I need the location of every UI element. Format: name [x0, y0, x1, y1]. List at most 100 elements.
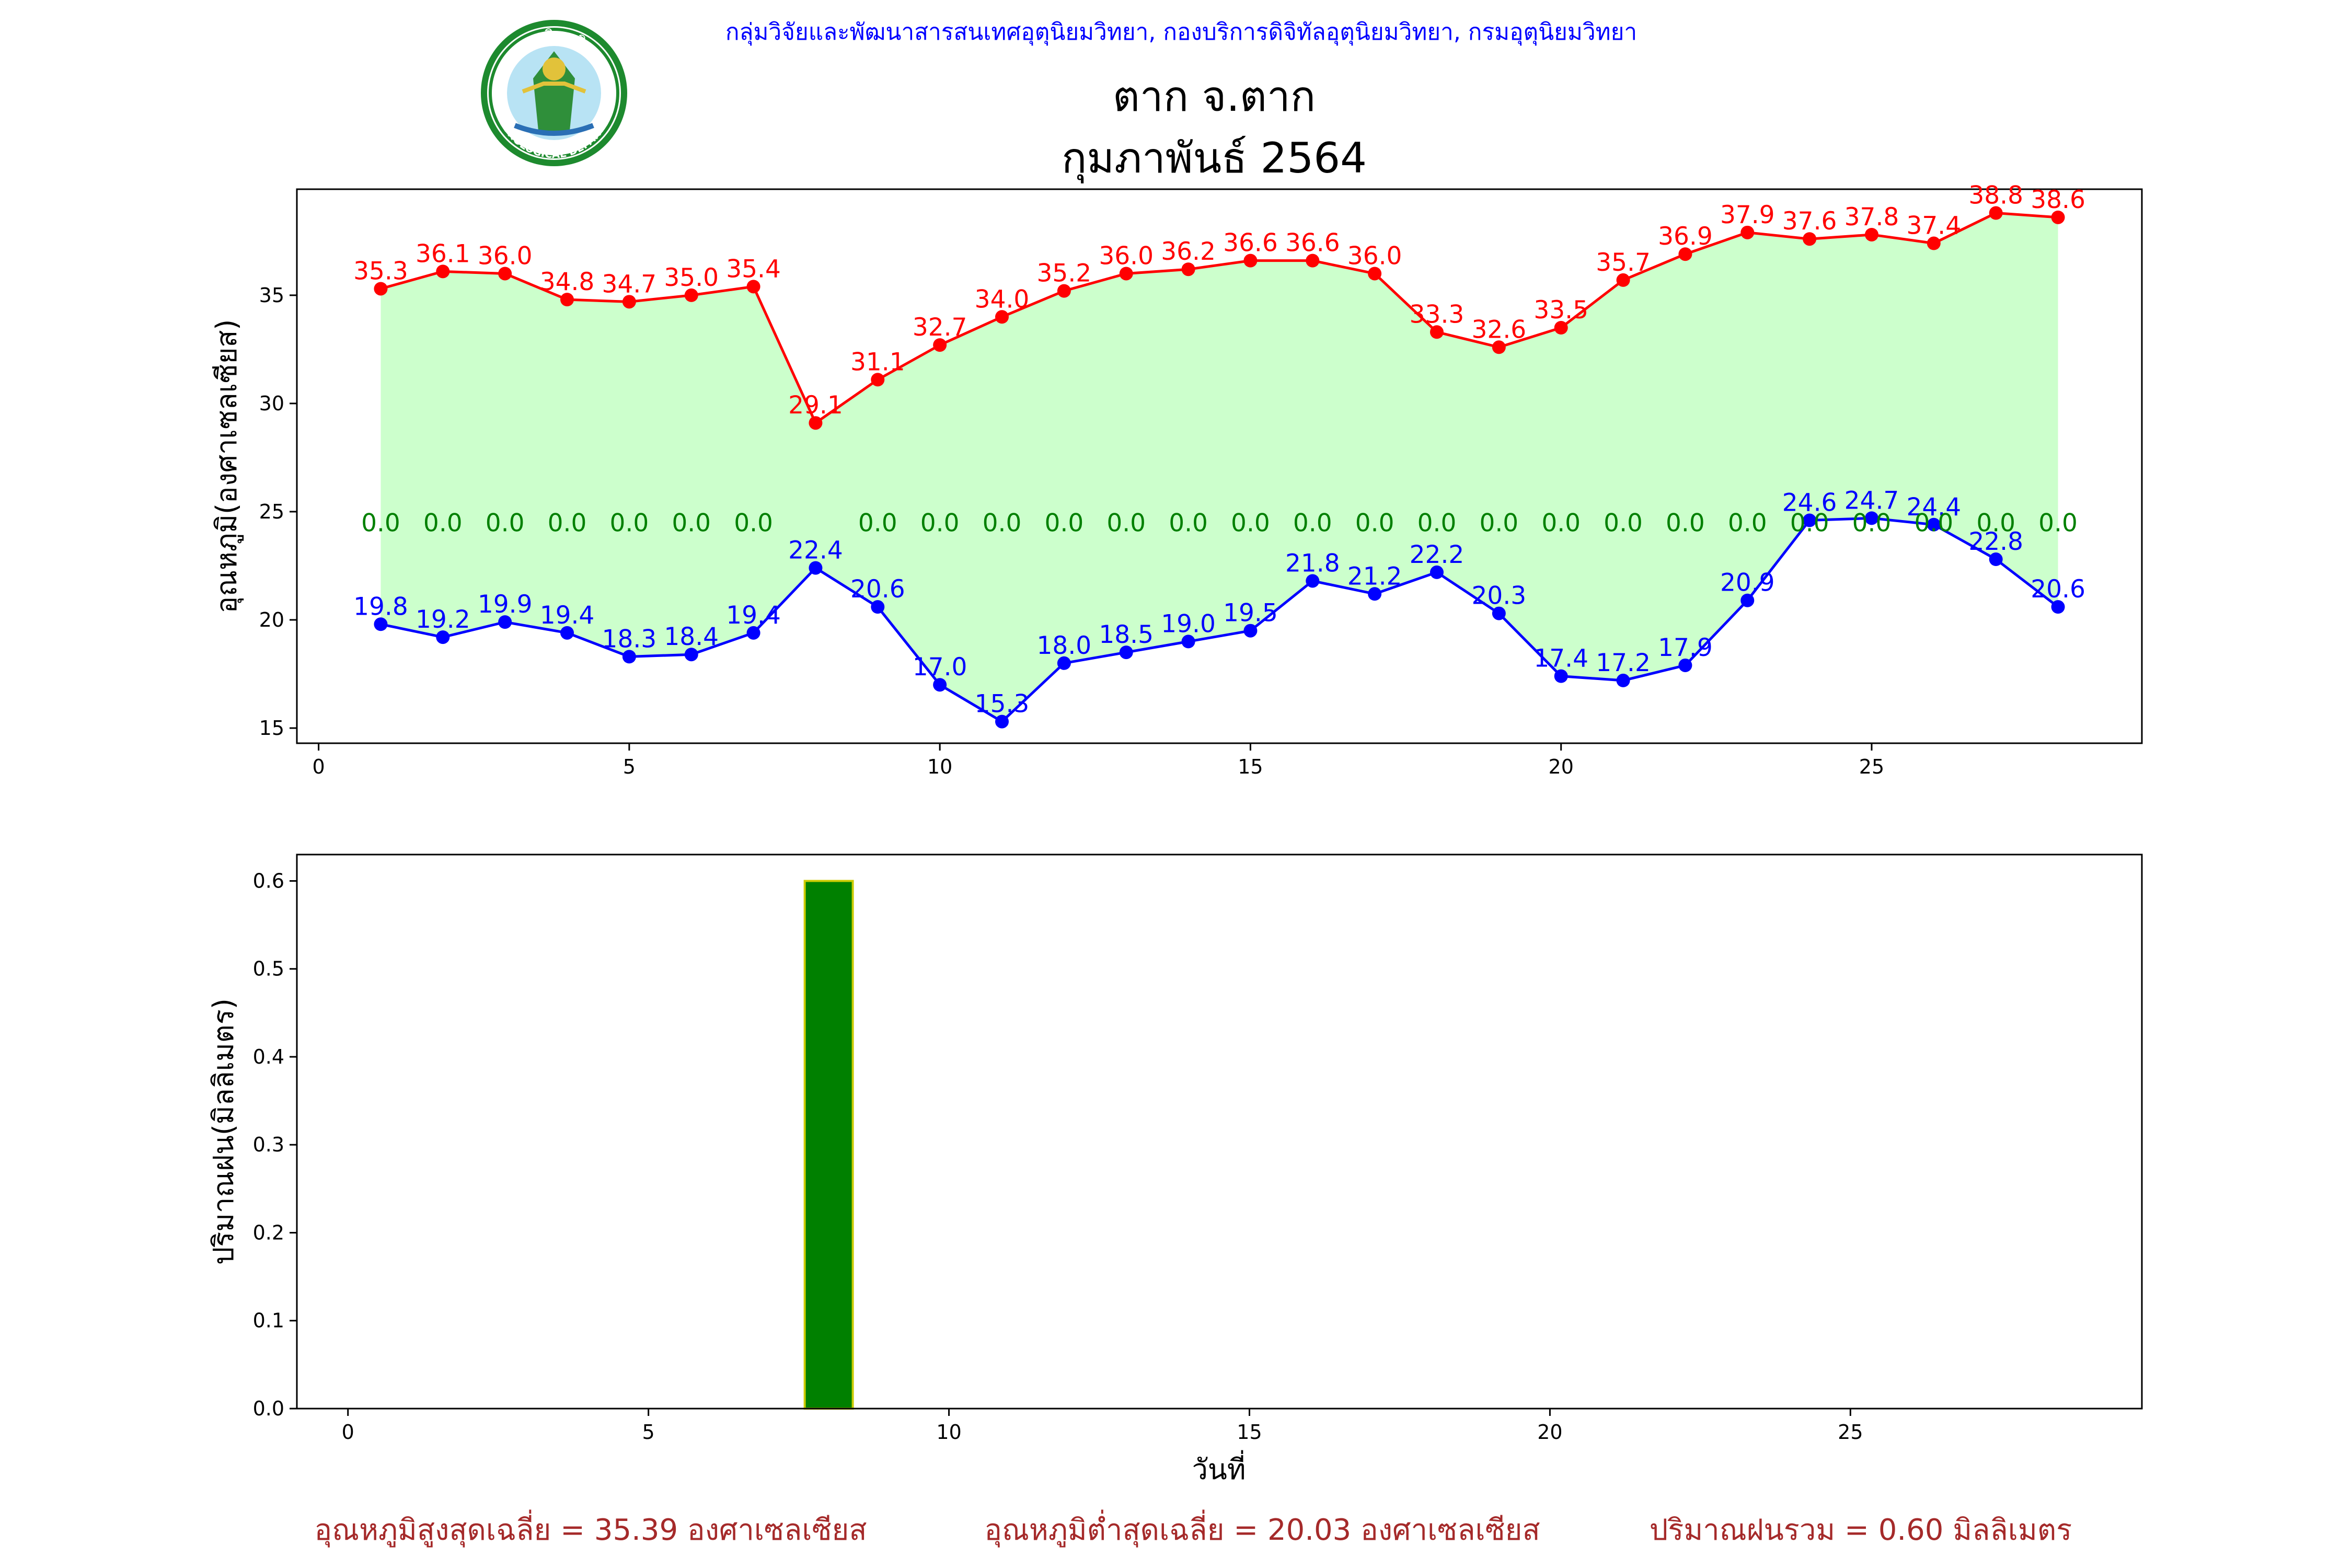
temperature-min-point [622, 650, 636, 664]
temperature-max-point [1181, 262, 1195, 276]
chart-subtitle: กุมภาพันธ์ 2564 [1062, 134, 1367, 183]
temperature-max-label: 35.7 [1596, 248, 1651, 277]
temperature-min-point [1740, 593, 1755, 607]
temperature-min-label: 19.0 [1161, 609, 1216, 638]
temperature-min-label: 21.2 [1347, 562, 1402, 591]
temperature-max-label: 37.6 [1782, 207, 1837, 236]
temperature-min-point [498, 615, 512, 629]
footer-rain-total: ปริมาณฝนรวม = 0.60 มิลลิเมตร [1650, 1513, 2072, 1547]
temperature-max-point [871, 373, 885, 387]
temperature-max-point [498, 267, 512, 281]
temperature-max-label: 34.0 [975, 285, 1030, 314]
daily-rain-label: 0.0 [1541, 509, 1581, 538]
temperature-min-label: 17.0 [913, 653, 967, 682]
temperature-min-label: 24.7 [1844, 486, 1899, 515]
temperature-max-point [1492, 340, 1506, 354]
temperature-max-label: 32.6 [1472, 315, 1527, 344]
temperature-max-label: 34.7 [602, 270, 657, 298]
temperature-max-point [1616, 273, 1630, 287]
temperature-min-label: 17.4 [1534, 644, 1588, 673]
temperature-min-point [1306, 574, 1320, 588]
temperature-min-label: 24.6 [1782, 489, 1837, 517]
temperature-min-label: 19.4 [726, 601, 781, 630]
daily-rain-label: 0.0 [672, 509, 711, 538]
rainfall-y-tick-label: 0.5 [253, 958, 284, 981]
temperature-y-axis: 15 20 25 30 35 [259, 284, 297, 740]
temperature-min-point [1243, 624, 1258, 638]
daily-rain-label: 0.0 [1604, 509, 1643, 538]
rainfall-x-tick-label: 25 [1838, 1421, 1863, 1444]
rainfall-y-tick-label: 0.1 [253, 1309, 284, 1332]
rainfall-x-tick-label: 10 [936, 1421, 961, 1444]
rainfall-x-tick-label: 15 [1237, 1421, 1262, 1444]
temperature-min-point [933, 678, 947, 692]
temperature-y-tick-label: 15 [259, 717, 284, 740]
rainfall-y-label: ปริมาณฝน(มิลลิเมตร) [207, 998, 240, 1265]
daily-rain-label: 0.0 [1728, 509, 1767, 538]
daily-rain-label: 0.0 [1169, 509, 1208, 538]
rainfall-y-tick-label: 0.3 [253, 1133, 284, 1156]
temperature-max-label: 36.1 [416, 239, 470, 268]
rainfall-x-tick-label: 5 [642, 1421, 655, 1444]
temperature-max-label: 31.1 [850, 348, 905, 376]
temperature-max-point [622, 295, 636, 309]
temperature-max-label: 33.3 [1410, 300, 1465, 329]
daily-rain-label: 0.0 [1976, 509, 2015, 538]
daily-rain-label: 0.0 [734, 509, 773, 538]
temperature-min-label: 17.2 [1596, 649, 1651, 677]
temperature-x-tick-label: 15 [1238, 755, 1263, 778]
rainfall-y-tick-label: 0.2 [253, 1221, 284, 1244]
temperature-max-point [995, 310, 1009, 324]
daily-rain-label: 0.0 [983, 509, 1022, 538]
temperature-min-label: 22.4 [788, 536, 843, 565]
temperature-max-label: 37.9 [1720, 201, 1775, 229]
temperature-max-point [809, 416, 823, 430]
chart-title: ตาก จ.ตาก [1113, 72, 1316, 121]
daily-rain-label: 0.0 [1417, 509, 1457, 538]
temperature-max-label: 35.0 [664, 263, 719, 292]
temperature-min-label: 22.8 [1968, 527, 2023, 556]
temperature-range-band [381, 213, 2058, 722]
daily-rain-label: 0.0 [361, 509, 400, 538]
temperature-min-label: 19.9 [478, 590, 533, 619]
temperature-min-point [560, 626, 574, 640]
rainfall-y-axis: 0.0 0.1 0.2 0.3 0.4 0.5 0.6 [253, 869, 297, 1420]
rainfall-x-tick-label: 20 [1537, 1421, 1562, 1444]
temperature-min-point [1803, 513, 1817, 527]
daily-rain-label: 0.0 [1914, 509, 1953, 538]
temperature-max-point [684, 288, 698, 302]
temperature-max-label: 36.6 [1223, 229, 1278, 258]
temperature-min-label: 24.4 [1907, 493, 1962, 522]
temperature-max-point [374, 282, 388, 296]
temperature-y-tick-label: 30 [259, 392, 284, 415]
temperature-max-label: 36.2 [1161, 237, 1216, 266]
temperature-max-point [746, 280, 760, 294]
temperature-min-label: 18.0 [1037, 631, 1092, 660]
temperature-max-point [1927, 236, 1941, 250]
temperature-max-label: 37.8 [1844, 203, 1899, 232]
daily-rain-label: 0.0 [2038, 509, 2078, 538]
rainfall-x-tick-label: 0 [342, 1421, 354, 1444]
temperature-min-label: 19.4 [540, 601, 595, 630]
temperature-max-point [1119, 267, 1133, 281]
temperature-max-point [1989, 206, 2003, 220]
temperature-min-point [1989, 552, 2003, 567]
temperature-max-label: 36.0 [478, 241, 533, 270]
temperature-y-tick-label: 35 [259, 284, 284, 307]
temperature-max-point [1678, 247, 1692, 261]
temperature-max-point [1554, 321, 1568, 335]
temperature-min-label: 20.3 [1472, 582, 1527, 610]
temperature-max-label: 35.2 [1037, 259, 1092, 288]
temperature-min-label: 22.2 [1410, 540, 1465, 569]
temperature-max-label: 34.8 [540, 268, 595, 296]
temperature-max-point [436, 264, 450, 279]
daily-rain-label: 0.0 [1293, 509, 1332, 538]
temperature-max-line [380, 212, 2058, 425]
temperature-min-label: 15.3 [975, 690, 1030, 719]
temperature-max-point [1243, 253, 1258, 268]
daily-rain-label: 0.0 [1044, 509, 1083, 538]
temperature-y-tick-label: 20 [259, 608, 284, 631]
temperature-max-point [1803, 232, 1817, 246]
temperature-max-label: 33.5 [1534, 296, 1588, 325]
temperature-max-point [1368, 267, 1382, 281]
